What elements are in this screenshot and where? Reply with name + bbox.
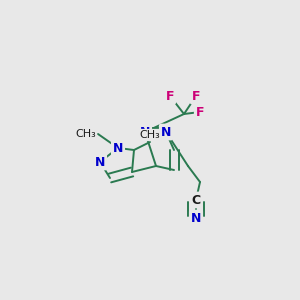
Text: N: N: [140, 125, 150, 139]
Text: N: N: [95, 155, 105, 169]
Text: F: F: [192, 89, 200, 103]
Text: F: F: [196, 106, 204, 118]
Text: N: N: [161, 125, 171, 139]
Text: F: F: [166, 89, 174, 103]
Text: N: N: [191, 212, 201, 224]
Text: C: C: [191, 194, 201, 206]
Text: CH₃: CH₃: [140, 130, 160, 140]
Text: CH₃: CH₃: [75, 129, 96, 139]
Text: N: N: [113, 142, 123, 154]
